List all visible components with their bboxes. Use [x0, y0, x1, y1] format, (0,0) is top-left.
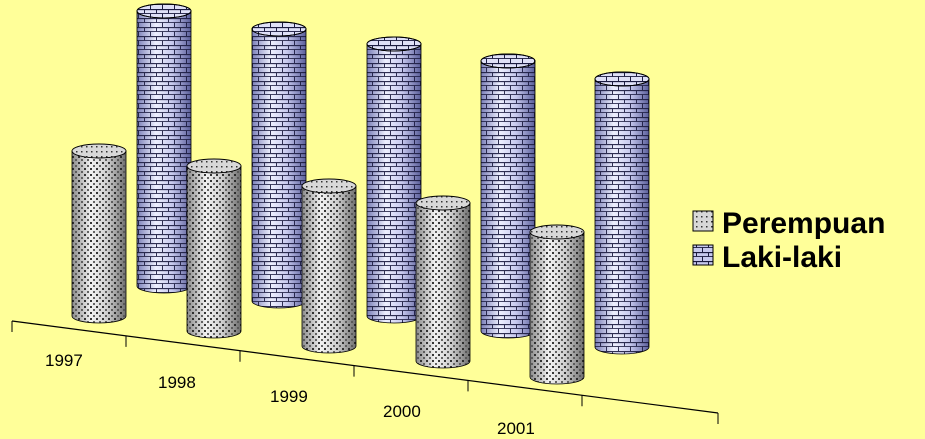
- bar-laki-laki-1997: [136, 3, 192, 294]
- bar-perempuan-2001: [529, 224, 585, 385]
- chart-floor: [11, 320, 719, 414]
- x-tick-label-1999: 1999: [270, 387, 308, 406]
- legend-label-laki-laki: Laki-laki: [722, 241, 842, 274]
- x-tick-label-2000: 2000: [383, 402, 421, 421]
- legend: Perempuan Laki-laki: [692, 207, 885, 274]
- bar-perempuan-1997: [71, 143, 127, 324]
- bar-laki-laki-1998: [251, 21, 307, 309]
- bar-perempuan-2000: [415, 195, 471, 369]
- bar-perempuan-1999: [301, 178, 357, 354]
- bar-laki-laki-1999: [366, 36, 422, 324]
- bar-laki-laki-2001: [594, 71, 650, 355]
- x-axis-ticks: [11, 321, 719, 424]
- legend-label-perempuan: Perempuan: [722, 207, 885, 240]
- x-tick-label-1997: 1997: [45, 351, 83, 370]
- legend-item-perempuan: Perempuan: [692, 207, 885, 240]
- bar-perempuan-1998: [186, 158, 242, 339]
- x-tick-label-2001: 2001: [497, 419, 535, 438]
- legend-item-laki-laki: Laki-laki: [692, 241, 842, 274]
- x-axis-line: [11, 320, 719, 414]
- chart-bars: [71, 3, 650, 385]
- x-tick-label-1998: 1998: [158, 373, 196, 392]
- x-axis-tick-labels: 1997 1998 1999 2000 2001: [45, 351, 535, 438]
- legend-swatch-laki-laki: [692, 244, 714, 266]
- bar-laki-laki-2000: [480, 53, 536, 339]
- legend-swatch-perempuan: [692, 210, 714, 232]
